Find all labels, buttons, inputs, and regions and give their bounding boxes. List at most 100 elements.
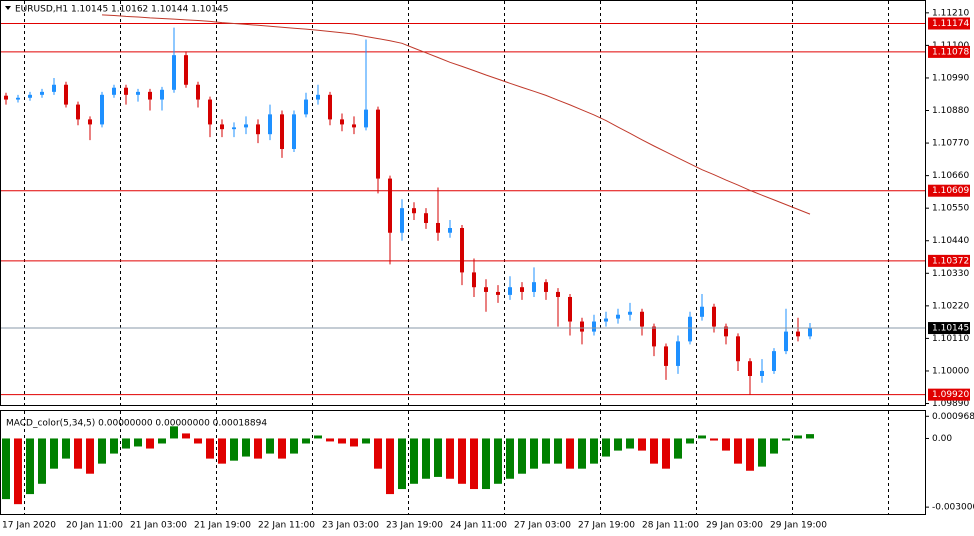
macd-bar [806,434,814,439]
candle-body [172,55,176,90]
candle-body [316,94,320,100]
candle-body [580,321,584,332]
macd-bar [578,438,586,469]
macd-bar [434,438,442,477]
macd-bar [206,438,214,459]
macd-bar [746,438,754,471]
y-tick-label: 1.10330 [932,269,969,279]
candle-body [40,91,44,95]
macd-pane [0,410,926,515]
candle-body [496,291,500,295]
macd-bar [530,438,538,469]
macd-bar [86,438,94,474]
macd-bar [410,438,418,484]
candle-body [292,114,296,149]
candle-body [4,95,8,100]
candle-body [76,104,80,120]
macd-bar [470,438,478,490]
level-label: 1.11078 [932,47,969,57]
candle-body [724,326,728,337]
macd-bar [182,433,190,439]
current-price-tag [928,322,970,335]
x-tick-label: 20 Jan 11:00 [66,521,123,531]
macd-bar [758,438,766,467]
macd-bar [710,438,718,441]
x-tick-label: 17 Jan 2020 [2,521,56,531]
level-tag [928,184,970,197]
macd-bar [602,438,610,457]
macd-bar [698,435,706,439]
candle-body [340,119,344,125]
candle-body [184,55,188,85]
x-tick-label: 29 Jan 19:00 [770,521,827,531]
macd-bar [314,435,322,439]
macd-bar [266,438,274,454]
macd-bar [158,438,166,444]
candle-body [124,87,128,95]
macd-bar [26,438,34,495]
level-tag [928,254,970,267]
candle-body [448,228,452,233]
candle-body [244,124,248,128]
candle-body [484,287,488,292]
candle-body [148,91,152,100]
macd-bar [218,438,226,464]
current-price-label: 1.10145 [932,324,969,334]
macd-bar [386,438,394,495]
y-tick-label: 1.11210 [932,8,969,18]
macd-bar [278,438,286,459]
candle-body [100,94,104,125]
y-tick-label: 1.10220 [932,301,969,311]
x-tick-label: 23 Jan 03:00 [322,521,379,531]
candle-body [796,331,800,337]
macd-bar [782,438,790,441]
macd-bar [506,438,514,479]
y-tick-label: 1.10440 [932,236,969,246]
macd-bar [338,438,346,444]
candle-body [592,321,596,332]
candle-body [532,282,536,292]
candle-body [412,208,416,214]
macd-bar [518,438,526,474]
x-tick-label: 27 Jan 19:00 [578,521,635,531]
candle-body [508,287,512,295]
candle-body [376,109,380,179]
candle-body [256,124,260,135]
macd-bar [194,438,202,444]
macd-bar [38,438,46,484]
y-tick-label: 1.10990 [932,73,969,83]
macd-bar [770,438,778,454]
candle-body [676,341,680,366]
candle-body [364,109,368,128]
candle-body [664,346,668,366]
x-tick-label: 24 Jan 11:00 [450,521,507,531]
candle-body [640,311,644,327]
x-tick-label: 28 Jan 11:00 [642,521,699,531]
macd-bar [590,438,598,464]
macd-bar [134,438,142,447]
level-label: 1.10609 [932,186,969,196]
macd-bar [302,438,310,444]
y-tick-label: 1.09890 [932,399,969,409]
candle-body [772,351,776,371]
candle-body [784,331,788,352]
candle-body [688,316,692,342]
candle-body [232,127,236,130]
macd-bar [170,426,178,439]
y-tick-label: 1.10770 [932,139,969,149]
chart-title: EURUSD,H1 1.10145 1.10162 1.10144 1.1014… [15,5,228,15]
candle-body [52,84,56,92]
x-tick-label: 21 Jan 19:00 [194,521,251,531]
macd-bar [494,438,502,484]
candle-body [136,91,140,95]
candle-body [628,311,632,315]
candle-body [280,114,284,149]
macd-bar [290,438,298,454]
candle-body [268,114,272,135]
candle-body [736,336,740,362]
macd-bar [638,438,646,451]
y-tick-label: -0.003000 [932,503,974,513]
candle-body [544,282,548,292]
candle-body [700,306,704,317]
